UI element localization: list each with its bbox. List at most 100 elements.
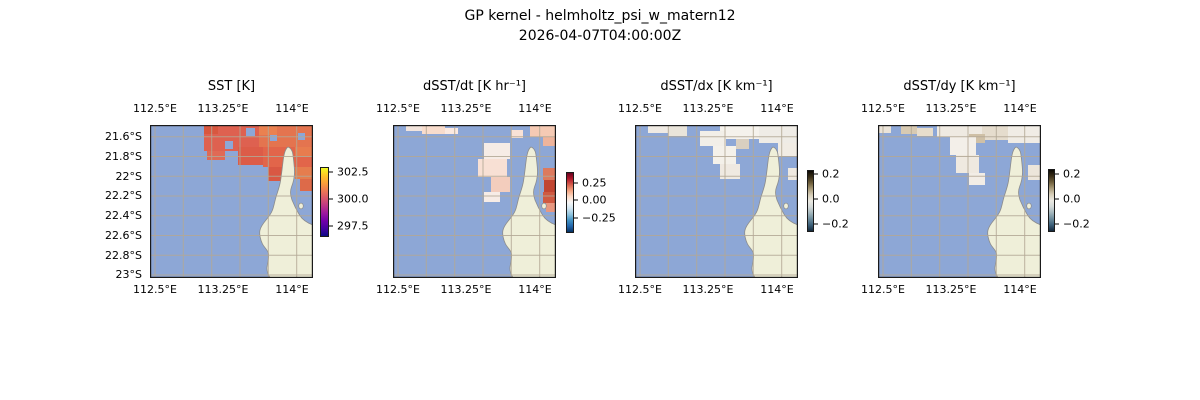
data-patch [878, 125, 891, 133]
colorbar-tick-mark [1055, 223, 1059, 225]
data-patch [648, 125, 668, 133]
data-patch [530, 125, 556, 137]
colorbar-gradient [807, 170, 814, 232]
x-tick-label: 114°E [1003, 102, 1037, 115]
y-tick-label: 23°S [115, 268, 142, 281]
colorbar-tick-mark [814, 173, 818, 175]
y-tick-label: 22.6°S [105, 229, 142, 242]
colorbar-dsst-dy: 0.2 0.0 −0.2 [1048, 167, 1090, 232]
x-axis-bottom: 112.5°E 113.25°E 114°E [861, 283, 1041, 297]
colorbar-tick-label: 0.2 [822, 167, 840, 181]
y-axis-tick-labels: 21.6°S 21.8°S 22°S 22.2°S 22.4°S 22.6°S … [80, 0, 146, 400]
data-patch [969, 134, 985, 143]
map-panel-dsst-dt: dSST/dt [K hr⁻¹] 112.5°E 113.25°E 114°E … [376, 0, 556, 400]
colorbar-tick-label: 297.5 [337, 219, 369, 233]
data-patch [270, 135, 277, 141]
x-tick-label: 112.5°E [133, 102, 177, 115]
x-tick-label: 113.25°E [197, 283, 249, 296]
data-patch [295, 167, 313, 179]
x-tick-label: 113.25°E [440, 102, 492, 115]
x-tick-label: 112.5°E [618, 283, 662, 296]
x-axis-bottom: 112.5°E 113.25°E 114°E [376, 283, 556, 297]
y-tick-label: 22.8°S [105, 249, 142, 262]
colorbar-gradient [320, 167, 329, 237]
map-frame [150, 125, 313, 278]
data-patch [668, 125, 687, 136]
x-tick-label: 113.25°E [440, 283, 492, 296]
y-tick-label: 21.8°S [105, 150, 142, 163]
data-patch [484, 192, 500, 202]
x-tick-label: 112.5°E [376, 283, 420, 296]
x-tick-label: 114°E [760, 283, 794, 296]
colorbar-tick-label: 302.5 [337, 165, 369, 179]
data-patch [478, 159, 507, 177]
x-tick-label: 112.5°E [618, 102, 662, 115]
figure-title: GP kernel - helmholtz_psi_w_matern12 [464, 8, 736, 24]
colorbar-tick-mark [574, 199, 578, 201]
data-patch [246, 128, 255, 136]
colorbar-tick-label: 0.0 [1063, 192, 1081, 206]
data-patch [736, 139, 749, 149]
x-axis-top: 112.5°E 113.25°E 114°E [618, 102, 798, 116]
data-patch [543, 192, 556, 203]
data-patch [969, 173, 985, 185]
map-frame [393, 125, 556, 278]
y-tick-label: 22.2°S [105, 189, 142, 202]
y-tick-label: 22.4°S [105, 209, 142, 222]
data-patch [491, 177, 510, 192]
x-tick-label: 112.5°E [861, 283, 905, 296]
colorbar-tick-mark [1055, 173, 1059, 175]
colorbar-tick-label: −0.2 [822, 217, 849, 231]
data-patch [700, 131, 726, 146]
map-svg-sst [150, 125, 313, 278]
colorbar-tick-label: 300.0 [337, 192, 369, 206]
map-panel-dsst-dy: dSST/dy [K km⁻¹] 112.5°E 113.25°E 114°E … [861, 0, 1041, 400]
colorbar-dsst-dx: 0.2 0.0 −0.2 [807, 168, 849, 232]
data-patch [901, 125, 917, 134]
x-axis-top: 112.5°E 113.25°E 114°E [133, 102, 313, 116]
x-tick-label: 114°E [760, 102, 794, 115]
x-tick-label: 113.25°E [925, 283, 977, 296]
x-axis-bottom: 112.5°E 113.25°E 114°E [618, 283, 798, 297]
colorbar-tick-mark [574, 217, 578, 219]
data-patch [950, 137, 976, 155]
data-patch [778, 143, 798, 156]
map-svg-dsst-dt [393, 125, 556, 278]
data-patch [1028, 165, 1041, 180]
data-patch [295, 147, 313, 157]
data-patch [759, 125, 798, 143]
colorbar-tick-mark [574, 182, 578, 184]
panel-title-dsst-dy: dSST/dy [K km⁻¹] [903, 79, 1016, 94]
data-patch [543, 137, 556, 146]
colorbar-tick-label: 0.25 [582, 176, 607, 190]
x-tick-label: 112.5°E [861, 102, 905, 115]
data-patch [207, 151, 225, 160]
colorbar-tick-mark [1055, 198, 1059, 200]
map-frame [635, 125, 798, 278]
x-tick-label: 112.5°E [376, 102, 420, 115]
panel-title-dsst-dx: dSST/dx [K km⁻¹] [660, 79, 773, 94]
data-patch [917, 128, 933, 136]
data-patch [300, 179, 313, 191]
x-tick-label: 114°E [275, 283, 309, 296]
data-patch [406, 125, 422, 131]
x-tick-label: 113.25°E [925, 102, 977, 115]
x-axis-bottom: 112.5°E 113.25°E 114°E [133, 283, 313, 297]
colorbar-sst: 302.5 300.0 297.5 [320, 165, 369, 237]
x-tick-label: 114°E [275, 102, 309, 115]
y-tick-label: 21.6°S [105, 130, 142, 143]
colorbar-tick-mark [814, 198, 818, 200]
colorbar-tick-label: −0.2 [1063, 217, 1090, 231]
panel-title-dsst-dt: dSST/dt [K hr⁻¹] [422, 79, 527, 94]
colorbar-gradient [566, 172, 574, 233]
x-tick-label: 113.25°E [682, 283, 734, 296]
data-patch [225, 141, 233, 149]
x-axis-top: 112.5°E 113.25°E 114°E [376, 102, 556, 116]
colorbar-tick-mark [329, 198, 333, 200]
colorbar-tick-label: −0.25 [582, 211, 616, 225]
data-patch [720, 164, 740, 179]
data-patch [982, 125, 1008, 140]
map-panel-sst: SST [K] 112.5°E 113.25°E 114°E 112.5°E 1… [133, 0, 313, 400]
colorbar-dsst-dt: 0.25 0.00 −0.25 [566, 172, 616, 233]
